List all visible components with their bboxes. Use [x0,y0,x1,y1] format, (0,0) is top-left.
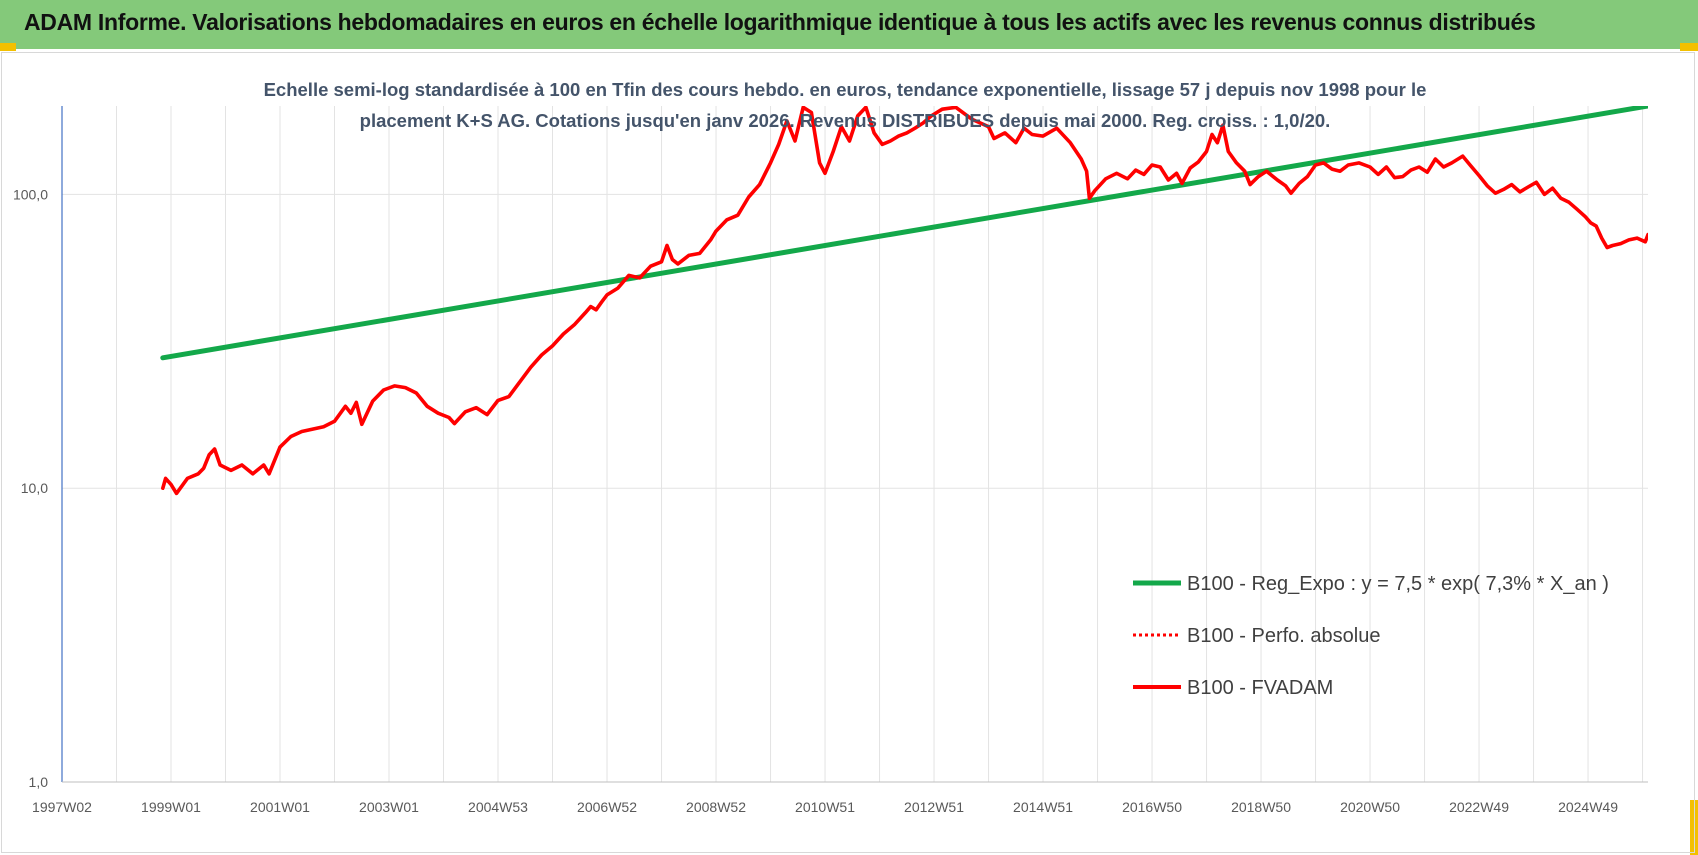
corner-accent-top-right [1680,43,1698,51]
x-tick-label: 2018W50 [1231,799,1291,815]
x-tick-label: 2022W49 [1449,799,1509,815]
chart-title: Echelle semi-log standardisée à 100 en T… [264,79,1427,131]
x-tick-label: 2012W51 [904,799,964,815]
x-tick-label: 2020W50 [1340,799,1400,815]
page-title: ADAM Informe. Valorisations hebdomadaire… [24,9,1536,35]
series-line-1 [160,106,1648,361]
grid-lines [61,106,1648,783]
x-tick-label: 2004W53 [468,799,528,815]
chart-frame [1,52,1695,853]
x-tick-label: 1997W02 [32,799,92,815]
chart-title-line-2: placement K+S AG. Cotations jusqu'en jan… [360,110,1331,131]
legend: B100 - Reg_Expo : y = 7,5 * exp( 7,3% * … [1133,573,1609,699]
header-banner: ADAM Informe. Valorisations hebdomadaire… [0,0,1698,49]
x-tick-label: 2008W52 [686,799,746,815]
x-tick-label: 2001W01 [250,799,310,815]
x-tick-label: 2024W49 [1558,799,1618,815]
legend-label-1: B100 - Reg_Expo : y = 7,5 * exp( 7,3% * … [1187,573,1609,595]
y-tick-label: 10,0 [21,480,48,496]
x-tick-label: 1999W01 [141,799,201,815]
x-axis-ticks: 1997W02 1999W01 2001W01 2003W01 2004W53 2006W… [32,799,1618,815]
x-tick-label: 2010W51 [795,799,855,815]
legend-label-2: B100 - Perfo. absolue [1187,625,1380,647]
chart-title-line-1: Echelle semi-log standardisée à 100 en T… [264,79,1427,100]
corner-accent-top-left [0,43,16,51]
x-tick-label: 2016W50 [1122,799,1182,815]
y-tick-label: 1,0 [29,774,49,790]
x-tick-label: 2003W01 [359,799,419,815]
x-tick-label: 2006W52 [577,799,637,815]
x-tick-label: 2014W51 [1013,799,1073,815]
series-line-3 [161,106,1648,496]
legend-label-3: B100 - FVADAM [1187,677,1333,699]
y-tick-label: 100,0 [13,186,48,202]
series-layer [160,106,1648,496]
y-axis-ticks: 1,0 10,0 100,0 [13,186,48,790]
